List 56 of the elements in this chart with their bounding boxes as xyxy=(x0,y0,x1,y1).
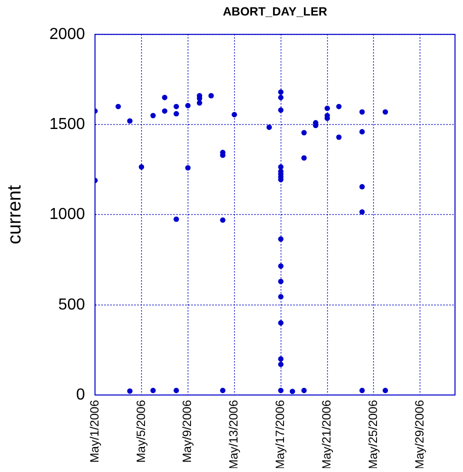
point xyxy=(278,278,284,284)
point xyxy=(138,164,144,170)
point xyxy=(301,130,307,136)
point xyxy=(116,104,121,110)
point xyxy=(278,236,284,242)
point xyxy=(359,209,365,215)
point xyxy=(185,102,191,108)
y-tick-label: 1500 xyxy=(49,116,86,133)
point xyxy=(174,216,179,222)
chart-title: ABORT_DAY_LER xyxy=(222,4,328,19)
point xyxy=(150,112,156,118)
y-axis-title: current xyxy=(4,184,26,244)
point xyxy=(174,111,179,116)
y-tick-label: 1000 xyxy=(49,206,86,224)
point xyxy=(162,108,168,114)
point xyxy=(278,164,284,170)
point xyxy=(359,129,365,134)
point xyxy=(174,104,179,110)
point xyxy=(185,165,191,171)
point xyxy=(382,388,388,394)
point xyxy=(278,320,284,326)
y-tick-label: 2000 xyxy=(49,26,86,43)
point xyxy=(278,263,284,269)
point xyxy=(324,106,330,112)
point xyxy=(162,94,168,100)
point xyxy=(278,89,284,95)
point xyxy=(301,388,307,394)
point xyxy=(278,294,284,300)
point xyxy=(290,388,296,394)
y-tick-label: 0 xyxy=(76,386,86,404)
point xyxy=(359,184,365,190)
point xyxy=(174,388,179,394)
point xyxy=(278,362,284,368)
point xyxy=(278,388,284,394)
point xyxy=(278,107,284,113)
x-tick-label: May/1/2006 xyxy=(87,400,102,463)
x-tick-label: May/9/2006 xyxy=(180,400,194,463)
point xyxy=(266,124,272,130)
point xyxy=(278,94,284,100)
point xyxy=(232,112,238,118)
point xyxy=(359,109,365,115)
point xyxy=(301,155,307,161)
point xyxy=(278,356,284,362)
point xyxy=(196,100,202,106)
point xyxy=(150,388,156,394)
y-tick-label: 500 xyxy=(58,296,86,314)
point xyxy=(220,217,226,223)
point xyxy=(336,104,342,110)
point xyxy=(382,109,388,115)
point xyxy=(220,388,226,394)
x-tick-label: May/5/2006 xyxy=(134,400,148,463)
point xyxy=(127,388,133,394)
point xyxy=(336,134,342,140)
point xyxy=(127,118,133,124)
point xyxy=(208,93,214,98)
point xyxy=(359,388,365,394)
